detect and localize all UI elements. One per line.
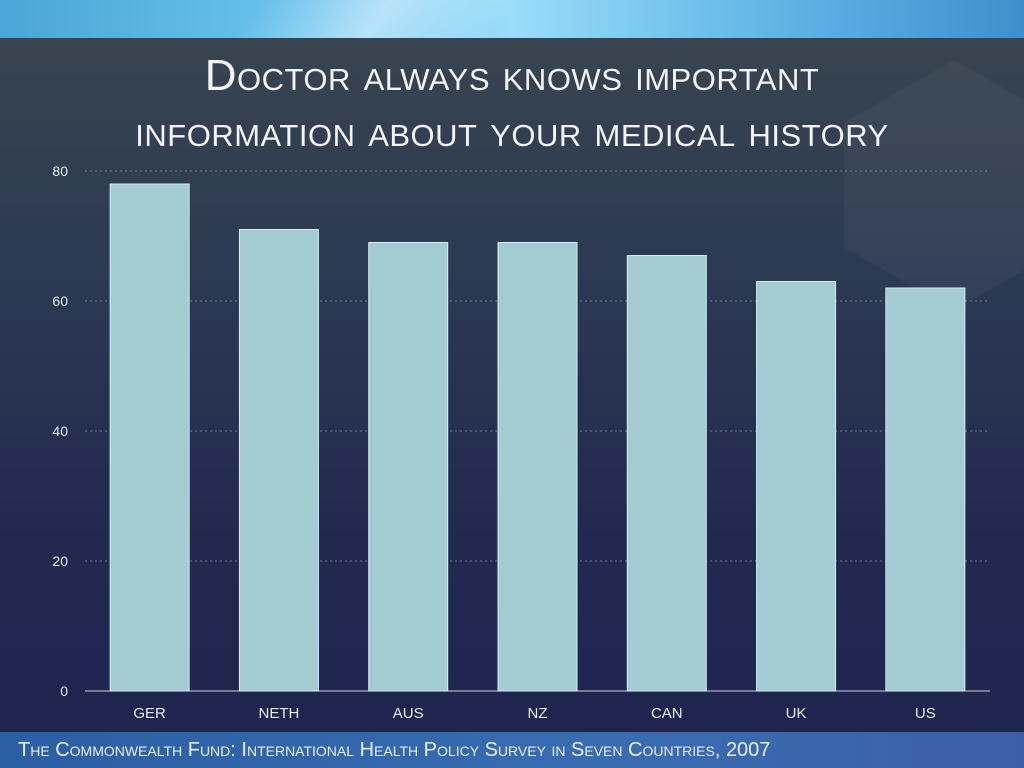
x-tick-label: US	[915, 705, 936, 722]
y-tick-label: 80	[52, 163, 68, 179]
title-line-2: information about your medical history	[135, 107, 889, 156]
y-tick-label: 60	[52, 293, 68, 309]
source-citation: The Commonwealth Fund: International Hea…	[18, 739, 771, 761]
bar	[756, 281, 837, 692]
bar	[109, 183, 190, 692]
x-tick-label: CAN	[651, 705, 683, 722]
x-tick-label: NETH	[259, 705, 300, 722]
top-decorative-band	[0, 0, 1024, 38]
x-tick-label: NZ	[528, 705, 548, 722]
bar	[885, 287, 966, 692]
bar	[626, 255, 707, 692]
bar	[238, 229, 319, 692]
y-tick-label: 20	[52, 553, 68, 569]
x-tick-label: AUS	[393, 705, 424, 722]
footer-bar: The Commonwealth Fund: International Hea…	[0, 732, 1024, 768]
x-tick-label: GER	[133, 705, 166, 722]
y-tick-label: 0	[60, 683, 68, 699]
y-tick-label: 40	[52, 423, 68, 439]
x-tick-label: UK	[786, 705, 807, 722]
slide-title: Doctor always knows important informatio…	[0, 48, 1024, 160]
bar	[368, 242, 449, 692]
bar-chart: 0 20 40 60 80 GER NETH AUS NZ CAN UK US	[52, 163, 990, 722]
bar	[497, 242, 578, 692]
title-line-1: Doctor always knows important	[204, 51, 820, 100]
